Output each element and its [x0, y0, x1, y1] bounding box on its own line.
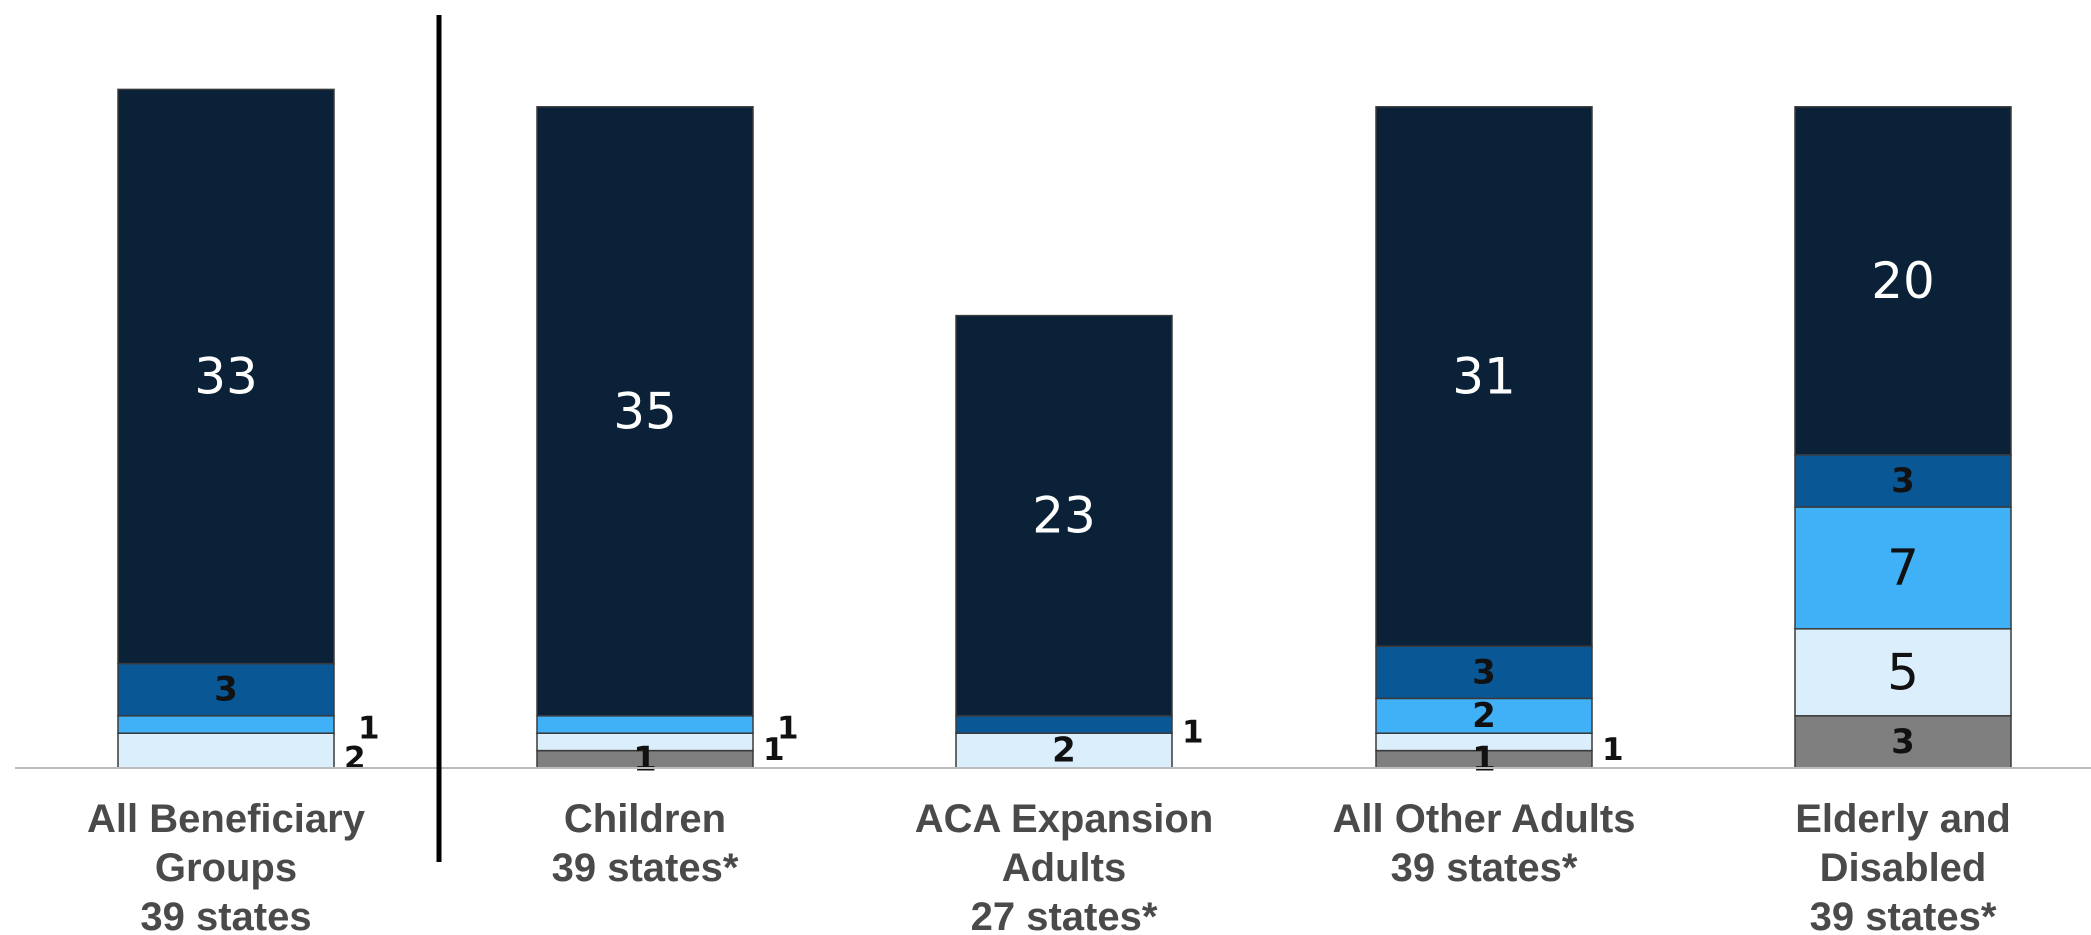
segment-value-label: 2	[1472, 696, 1496, 736]
segment-value-label: 3	[1891, 722, 1915, 762]
bar-segment	[1794, 715, 2012, 769]
bar-segment	[1375, 697, 1593, 734]
bar-segment	[117, 662, 335, 717]
segment-value-label: 2	[1052, 731, 1076, 771]
segment-value-label: 1	[358, 711, 380, 747]
category-label: 39 states*	[552, 846, 739, 890]
bar-segment	[117, 715, 335, 734]
segment-value-label: 35	[613, 382, 677, 440]
category-label: 27 states*	[971, 895, 1158, 935]
segment-value-label: 33	[194, 348, 258, 406]
segment-value-label: 1	[1472, 739, 1496, 779]
bar-segment	[1794, 506, 2012, 630]
category-label: 39 states	[140, 895, 311, 935]
segment-value-label: 1	[1182, 715, 1204, 751]
segment-value-label: 1	[633, 739, 657, 779]
segment-value-label: 31	[1452, 348, 1516, 406]
bar-segment	[117, 732, 335, 769]
segment-value-label: 7	[1887, 539, 1919, 597]
bar-segment	[1375, 106, 1593, 647]
category-label: Children	[564, 797, 726, 841]
segment-value-label: 5	[1887, 643, 1919, 701]
bar-segment	[117, 88, 335, 665]
segment-value-label: 23	[1032, 487, 1096, 545]
segment-value-label: 3	[1472, 652, 1496, 692]
category-label: 39 states*	[1810, 895, 1997, 935]
segment-value-label: 3	[214, 670, 238, 710]
category-label: Elderly and	[1795, 797, 2011, 841]
category-label: ACA Expansion	[915, 797, 1214, 841]
category-label: All Beneficiary	[87, 797, 366, 841]
bar-segment	[536, 715, 754, 734]
bar-segment	[1794, 628, 2012, 717]
segment-value-label: 1	[777, 711, 799, 747]
category-label: 39 states*	[1391, 846, 1578, 890]
category-label: Adults	[1002, 846, 1126, 890]
bar-segment	[1794, 106, 2012, 456]
category-label: Groups	[155, 846, 297, 890]
category-label: All Other Adults	[1333, 797, 1636, 841]
segment-value-label: 3	[1891, 461, 1915, 501]
category-labels-layer: All Beneficiary Groups 39 states Children 39…	[87, 797, 2011, 935]
segment-value-label: 20	[1871, 252, 1935, 310]
bar-segment	[536, 106, 754, 717]
segment-value-label: 1	[1602, 732, 1624, 768]
segment-value-label: 1	[763, 732, 785, 768]
bars-layer	[117, 88, 2012, 769]
category-label: Disabled	[1820, 846, 1987, 890]
bar-segment	[955, 314, 1173, 717]
bar-segment	[1794, 454, 2012, 508]
